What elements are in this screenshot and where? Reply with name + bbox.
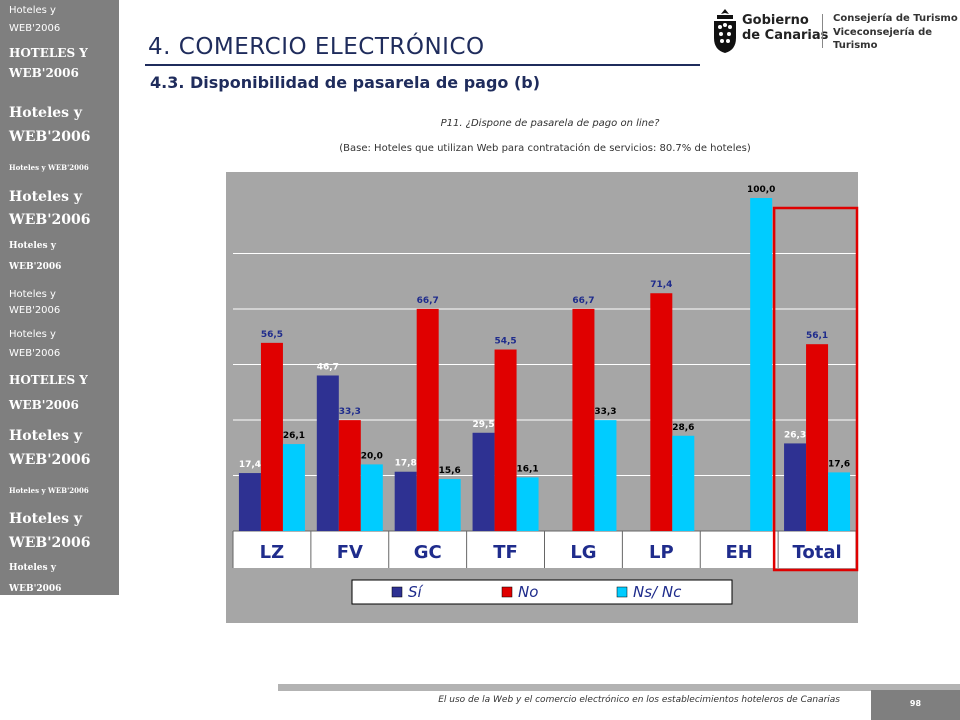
sidebar-text: Hoteles y	[9, 563, 56, 573]
sidebar-text: WEB'2006	[9, 129, 91, 145]
bar-1	[338, 420, 361, 531]
gobierno-line1: Gobierno	[742, 13, 809, 28]
sidebar-text: WEB'2006	[9, 262, 62, 272]
bar-1	[806, 344, 829, 531]
gobierno-crest-icon	[714, 9, 736, 53]
bar-0	[394, 471, 417, 531]
bar-1	[572, 308, 595, 531]
bar-2	[750, 198, 773, 531]
legend-box	[351, 579, 733, 605]
data-label: 17,4	[239, 460, 261, 470]
data-label: 56,5	[261, 330, 283, 340]
data-label: 20,0	[361, 451, 383, 461]
category-label: EH	[726, 542, 753, 563]
sidebar-text: WEB'2006	[9, 535, 91, 551]
sidebar-text: WEB'2006	[9, 584, 62, 594]
bar-2	[828, 472, 851, 531]
bar-1	[650, 293, 673, 531]
data-label: 66,7	[572, 296, 594, 306]
bar-2	[672, 435, 695, 531]
sidebar-text: Hoteles y	[9, 189, 83, 205]
sidebar-text: Hoteles y	[9, 428, 83, 444]
bar-1	[416, 308, 439, 531]
sidebar-text: WEB'2006	[9, 348, 61, 359]
bar-1	[494, 349, 517, 531]
sidebar-text: Hoteles y	[9, 289, 56, 300]
bar-2	[438, 479, 461, 531]
sidebar-text: Hoteles y	[9, 511, 83, 527]
sidebar: Hoteles y WEB'2006 HOTELES Y WEB'2006 Hotele…	[0, 0, 119, 595]
category-label: LP	[649, 542, 674, 563]
data-label: 54,5	[494, 337, 516, 347]
bar-2	[594, 420, 617, 531]
sidebar-text: Hoteles y WEB'2006	[9, 486, 89, 495]
data-label: 26,1	[283, 431, 305, 441]
highlight-box	[772, 206, 859, 572]
bar-0	[238, 473, 261, 531]
sidebar-text: Hoteles y	[9, 5, 56, 16]
page-number: 98	[909, 699, 922, 708]
legend-label: Sí	[408, 583, 424, 601]
sidebar-text: WEB'2006	[9, 305, 61, 316]
category-label: LG	[570, 542, 596, 563]
data-label: 33,3	[594, 407, 616, 417]
data-label: 15,6	[439, 466, 461, 476]
data-label: 26,3	[784, 430, 806, 440]
sidebar-text: WEB'2006	[9, 452, 91, 468]
data-label: 17,6	[828, 459, 850, 469]
sidebar-text: WEB'2006	[9, 398, 79, 412]
legend-swatch	[501, 586, 513, 598]
sidebar-text: HOTELES Y	[9, 373, 88, 387]
bar-1	[260, 342, 283, 531]
sidebar-text: WEB'2006	[9, 23, 61, 34]
question-text: P11. ¿Dispone de pasarela de pago on lin…	[440, 118, 660, 129]
data-label: 16,1	[516, 464, 538, 474]
data-label: 46,7	[317, 362, 339, 372]
gobierno-logo-text: Gobierno de Canarias	[742, 13, 829, 44]
page-title: 4. COMERCIO ELECTRÓNICO	[148, 34, 485, 60]
bar-2	[360, 464, 383, 531]
sidebar-text: WEB'2006	[9, 66, 79, 80]
sidebar-text: Hoteles y	[9, 241, 56, 251]
consejeria-logo-text: Consejería de Turismo Viceconsejería de …	[833, 12, 960, 53]
title-underline	[145, 64, 700, 66]
data-label: 66,7	[417, 296, 439, 306]
data-label: 71,4	[650, 280, 672, 290]
legend-label: No	[518, 583, 538, 601]
data-label: 33,3	[339, 407, 361, 417]
data-label: 29,5	[472, 420, 494, 430]
data-label: 28,6	[672, 423, 694, 433]
consejeria-line1: Consejería de Turismo	[833, 13, 958, 24]
data-label: 17,8	[395, 459, 417, 469]
sidebar-text: Hoteles y	[9, 329, 56, 340]
data-label: 100,0	[747, 185, 775, 195]
category-label: FV	[337, 542, 363, 563]
legend-label: Ns/ Nc	[633, 583, 682, 601]
legend-swatch	[391, 586, 403, 598]
gobierno-line2: de Canarias	[742, 27, 829, 43]
sidebar-text: Hoteles y	[9, 105, 83, 121]
category-label: Total	[792, 542, 841, 563]
category-label: GC	[414, 542, 442, 563]
bar-0	[784, 443, 807, 531]
legend-swatch	[616, 586, 628, 598]
sidebar-text: WEB'2006	[9, 212, 91, 228]
bar-0	[316, 375, 339, 531]
bar-2	[282, 444, 305, 531]
page-subtitle: 4.3. Disponibilidad de pasarela de pago …	[150, 73, 541, 92]
footer-bar	[278, 684, 960, 691]
page-number-box	[871, 690, 960, 720]
category-label: TF	[493, 542, 518, 563]
bar-2	[516, 477, 539, 531]
data-label: 56,1	[806, 331, 828, 341]
bar-0	[472, 432, 495, 531]
category-label: LZ	[260, 542, 285, 563]
footer-text: El uso de la Web y el comercio electróni…	[438, 695, 840, 705]
logo-divider	[822, 14, 823, 48]
consejeria-line2: Viceconsejería de Turismo	[833, 26, 933, 52]
base-note: (Base: Hoteles que utilizan Web para con…	[339, 143, 751, 154]
sidebar-text: Hoteles y WEB'2006	[9, 163, 89, 172]
sidebar-text: HOTELES Y	[9, 46, 88, 60]
